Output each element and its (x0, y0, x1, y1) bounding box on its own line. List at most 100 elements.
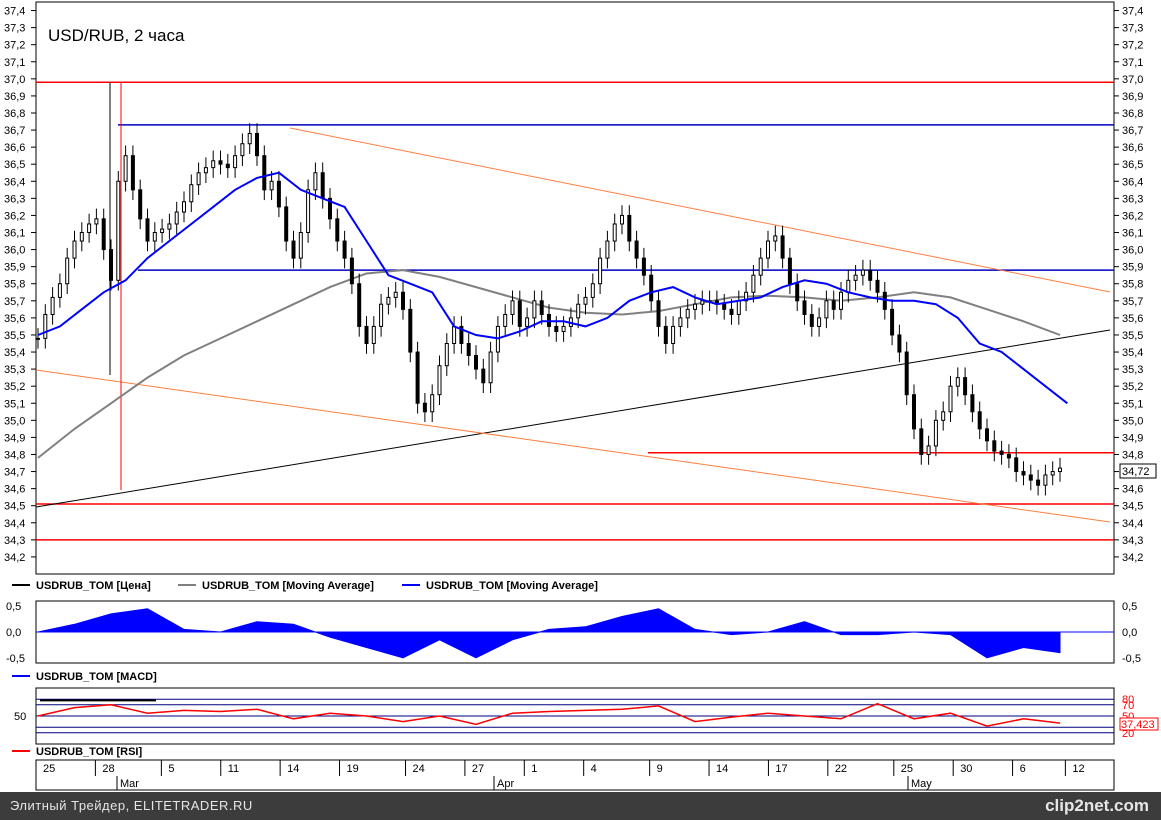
price-candle-body (36, 337, 40, 340)
footer-source-text: Элитный Трейдер, ELITETRADER.RU (10, 798, 253, 813)
price-candle-body (992, 440, 997, 452)
macd-series (37, 608, 1061, 659)
price-candle-body (1006, 453, 1011, 459)
price-candle-body (1050, 471, 1055, 476)
macd-area (37, 608, 1061, 659)
price-candle-body (335, 218, 340, 242)
y-tick-label-left: 34,2 (4, 552, 25, 564)
price-candle-body (313, 172, 318, 191)
y-tick-label-left: 34,3 (4, 535, 25, 547)
trendline-support-black (35, 329, 1111, 508)
price-candle-body (240, 143, 245, 157)
price-candle-body (57, 283, 62, 298)
y-tick-label-left: 35,7 (4, 296, 25, 308)
price-candle-body (255, 132, 259, 157)
price-candle-body (1021, 471, 1026, 476)
price-candle-body (904, 351, 909, 396)
price-candle-body (43, 313, 48, 339)
chart-canvas: USD/RUB, 2 часа 37,4 37,4 37,3 37,3 37,2 37,2… (4, 1, 1159, 791)
date-tick-label: 12 (1072, 763, 1084, 775)
y-tick-label-right: 34,2 (1122, 552, 1143, 564)
price-candle-body (72, 240, 77, 259)
clip2net-logo[interactable]: clip2net.com (1045, 796, 1149, 815)
price-candle-body (1058, 467, 1062, 473)
price-candle-body (167, 223, 172, 230)
price-candle-body (999, 450, 1004, 455)
trendline-channel-upper (289, 127, 1111, 293)
date-tick-label: 30 (960, 763, 972, 775)
y-tick-label-left: 34,6 (4, 484, 25, 496)
price-candle-body (393, 291, 398, 298)
y-tick-label-left: 35,3 (4, 364, 25, 376)
y-tick-label-left: 36,6 (4, 142, 25, 154)
y-tick-label-right: 36,4 (1122, 176, 1143, 188)
date-tick-label: 6 (1020, 763, 1026, 775)
ma-blue-line (37, 171, 1068, 405)
chart-title: USD/RUB, 2 часа (48, 26, 185, 45)
price-candle-body (247, 132, 252, 145)
price-candle-body (853, 274, 858, 281)
y-tick-label-left: 35,5 (4, 330, 25, 342)
date-tick-label: 14 (716, 763, 728, 775)
trendlines (35, 82, 1111, 523)
price-candle-body (452, 325, 457, 344)
date-tick-label: 4 (591, 763, 597, 775)
price-candle-body (766, 240, 770, 259)
price-candle-body (795, 283, 800, 302)
y-tick-label-right: 37,4 (1122, 6, 1143, 18)
price-candle-body (116, 180, 121, 281)
price-candle-body (773, 235, 778, 242)
price-candle-body (233, 155, 238, 169)
price-candle-body (576, 303, 581, 319)
price-candle-body (379, 303, 384, 327)
price-candle-body (649, 274, 654, 302)
date-tick-label: 27 (472, 763, 484, 775)
macd-tick-label-right: 0,5 (1122, 601, 1137, 613)
price-candle-body (598, 257, 603, 285)
price-candle-body (897, 334, 902, 353)
price-candle-body (627, 214, 632, 242)
y-tick-label-right: 35,4 (1122, 347, 1143, 359)
price-candle-body (809, 313, 814, 327)
price-candle-body (503, 313, 508, 327)
price-candle-body (481, 368, 486, 384)
y-tick-label-left: 36,7 (4, 125, 25, 137)
price-candle-body (138, 189, 143, 220)
price-candle-body (196, 172, 201, 186)
price-candle-body (839, 291, 843, 310)
y-tick-label-right: 36,1 (1122, 228, 1143, 240)
price-candle-body (817, 317, 822, 327)
price-candle-body (182, 201, 186, 213)
y-tick-label-right: 35,6 (1122, 313, 1143, 325)
y-tick-label-right: 36,3 (1122, 193, 1143, 205)
y-tick-label-left: 36,4 (4, 176, 25, 188)
price-candle-body (722, 303, 727, 310)
date-tick-label: 28 (102, 763, 114, 775)
price-candle-body (561, 325, 566, 333)
price-candle-body (685, 308, 690, 319)
price-candle-body (634, 240, 639, 259)
price-candle-body (488, 351, 493, 384)
y-tick-label-right: 35,0 (1122, 415, 1143, 427)
price-candle-body (371, 325, 376, 344)
price-candle-body (459, 325, 464, 344)
y-tick-label-right: 34,9 (1122, 432, 1143, 444)
price-candle-body (875, 279, 880, 293)
price-candle-body (729, 308, 734, 315)
price-candle-body (744, 291, 749, 302)
y-tick-label-right: 36,9 (1122, 91, 1143, 103)
trendline-channel-lower (35, 369, 1111, 523)
y-tick-label-right: 35,9 (1122, 262, 1143, 274)
y-tick-label-right: 36,7 (1122, 125, 1143, 137)
y-tick-label-left: 36,9 (4, 91, 25, 103)
price-candle-body (802, 300, 807, 315)
legend-macd: USDRUB_TOM [MACD] (36, 671, 157, 683)
y-tick-label-right: 34,3 (1122, 535, 1143, 547)
price-candle-body (955, 377, 960, 387)
y-tick-label-left: 35,2 (4, 381, 25, 393)
y-tick-label-left: 35,1 (4, 398, 25, 410)
price-candle-body (145, 218, 150, 242)
price-candle-body (641, 257, 646, 276)
last-price-label: 34,72 (1122, 466, 1150, 478)
